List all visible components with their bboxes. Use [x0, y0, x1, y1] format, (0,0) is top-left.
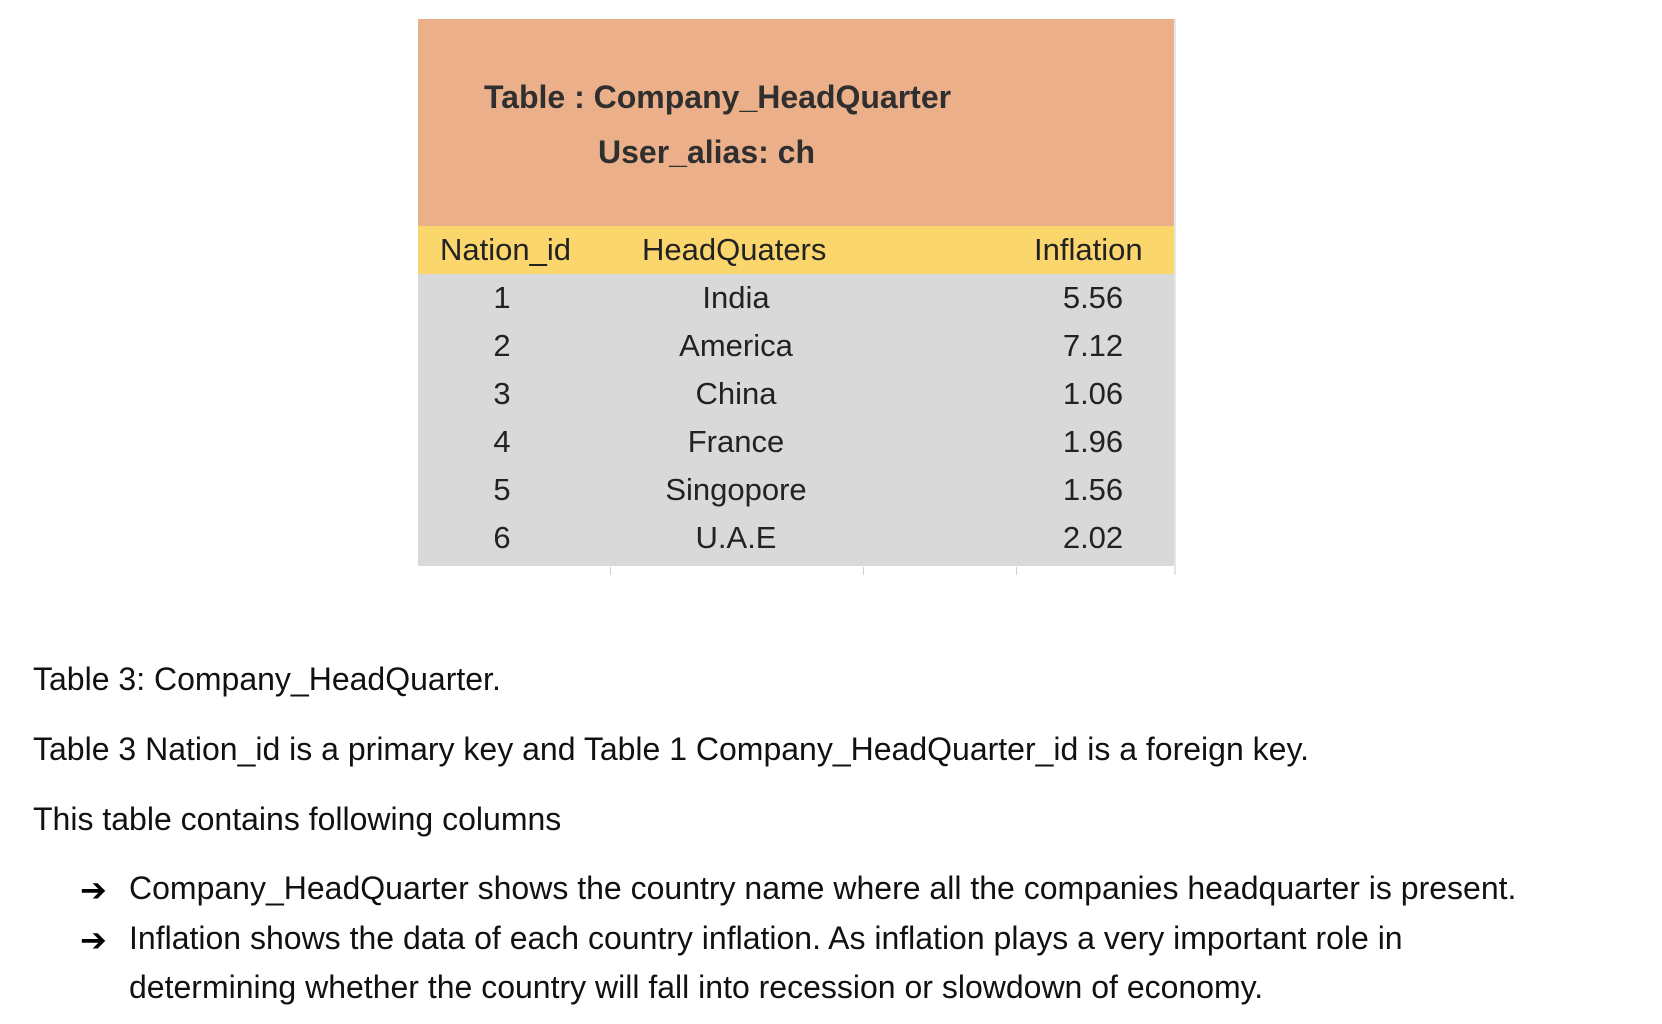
cell-headquarters: France	[687, 424, 785, 459]
arrow-right-icon: ➔	[80, 922, 107, 958]
cell-headquarters: China	[695, 376, 777, 411]
cell-nation-id: 1	[493, 280, 511, 315]
table-alias: User_alias: ch	[598, 134, 816, 170]
column-header-inflation: Inflation	[1034, 232, 1143, 267]
cell-headquarters: India	[702, 280, 770, 315]
key-description: Table 3 Nation_id is a primary key and T…	[33, 731, 1309, 767]
table-title: Table : Company_HeadQuarter	[484, 79, 952, 115]
cell-headquarters: Singopore	[665, 472, 807, 507]
sheet-right-gridline	[1174, 19, 1176, 575]
cell-nation-id: 5	[493, 472, 511, 507]
cell-nation-id: 4	[493, 424, 511, 459]
cell-inflation: 7.12	[1062, 328, 1124, 363]
cell-nation-id: 6	[493, 520, 511, 555]
cell-nation-id: 3	[493, 376, 511, 411]
cell-inflation: 5.56	[1062, 280, 1124, 315]
columns-intro: This table contains following columns	[33, 801, 562, 837]
cell-inflation: 2.02	[1062, 520, 1124, 555]
gridline-tick	[863, 567, 864, 575]
column-header-headquarters: HeadQuaters	[642, 232, 827, 267]
table-title-band: Table : Company_HeadQuarter User_alias: …	[418, 19, 1176, 226]
cell-headquarters: U.A.E	[695, 520, 777, 555]
cell-inflation: 1.06	[1062, 376, 1124, 411]
table-caption: Table 3: Company_HeadQuarter.	[33, 661, 501, 697]
bullet-text: Inflation shows the data of each country…	[129, 920, 1403, 956]
table-body: 1 India 5.56 2 America 7.12 3 China 1.06…	[418, 274, 1176, 566]
cell-inflation: 1.96	[1062, 424, 1124, 459]
bullet-text: Company_HeadQuarter shows the country na…	[129, 870, 1517, 906]
column-header-nation-id: Nation_id	[440, 232, 571, 267]
column-header-row: Nation_id HeadQuaters Inflation	[418, 226, 1176, 274]
spreadsheet-table-image: Table : Company_HeadQuarter User_alias: …	[418, 19, 1176, 575]
cell-headquarters: America	[679, 328, 793, 363]
gridline-tick	[1016, 567, 1017, 575]
gridline-tick	[610, 567, 611, 575]
arrow-right-icon: ➔	[80, 872, 107, 908]
cell-inflation: 1.56	[1062, 472, 1124, 507]
cell-nation-id: 2	[493, 328, 511, 363]
bullet-text-continuation: determining whether the country will fal…	[129, 969, 1264, 1005]
